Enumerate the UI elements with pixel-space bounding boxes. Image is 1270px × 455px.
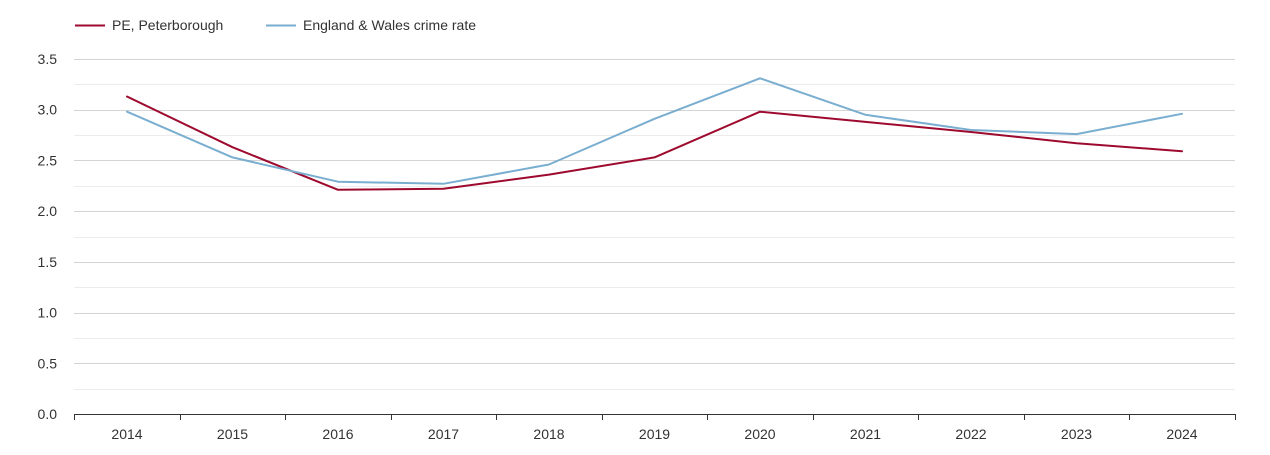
data-point: [1181, 150, 1183, 152]
legend-label: PE, Peterborough: [112, 17, 223, 33]
grid-lines: [74, 59, 1235, 390]
x-tick-label: 2014: [111, 426, 142, 442]
y-tick-label: 1.5: [38, 254, 58, 270]
data-point: [1076, 142, 1078, 144]
x-tick-label: 2018: [533, 426, 564, 442]
data-point: [337, 181, 339, 183]
y-tick-label: 0.0: [38, 406, 58, 422]
series-lines: [126, 77, 1183, 191]
data-point: [1076, 133, 1078, 135]
x-tick-label: 2017: [428, 426, 459, 442]
x-tick-label: 2024: [1166, 426, 1197, 442]
data-point: [970, 131, 972, 133]
data-point: [654, 156, 656, 158]
y-tick-label: 1.0: [38, 305, 58, 321]
data-point: [126, 111, 128, 113]
data-point: [443, 183, 445, 185]
x-tick-label: 2015: [217, 426, 248, 442]
y-tick-label: 0.5: [38, 355, 58, 371]
x-axis-tick-labels: 2014 2015 2016 2017 2018 2019 2020 2021 2022 2023…: [111, 426, 1197, 442]
x-tick-label: 2023: [1061, 426, 1092, 442]
data-point: [865, 114, 867, 116]
y-tick-label: 2.0: [38, 203, 58, 219]
y-tick-label: 3.0: [38, 102, 58, 118]
series-line-1: [126, 95, 1183, 191]
x-tick-label: 2016: [322, 426, 353, 442]
data-point: [126, 96, 128, 98]
data-point: [232, 156, 234, 158]
data-point: [865, 121, 867, 123]
data-point: [970, 129, 972, 131]
legend: PE, Peterborough England & Wales crime ra…: [75, 17, 476, 33]
data-point: [548, 174, 550, 176]
y-tick-label: 2.5: [38, 152, 58, 168]
data-point: [654, 118, 656, 120]
data-point: [1181, 113, 1183, 115]
data-point: [232, 146, 234, 148]
data-point: [759, 111, 761, 113]
y-tick-label: 3.5: [38, 51, 58, 67]
data-point: [548, 163, 550, 165]
legend-label: England & Wales crime rate: [303, 17, 476, 33]
x-tick-label: 2019: [639, 426, 670, 442]
x-tick-label: 2022: [955, 426, 986, 442]
data-point: [759, 77, 761, 79]
data-point: [337, 189, 339, 191]
data-point: [443, 188, 445, 190]
x-tick-label: 2020: [744, 426, 775, 442]
series-line-2: [126, 77, 1183, 185]
x-tick-label: 2021: [850, 426, 881, 442]
y-axis-tick-labels: 0.0 0.5 1.0 1.5 2.0 2.5 3.0 3.5: [38, 51, 58, 422]
x-axis: [74, 414, 1236, 420]
